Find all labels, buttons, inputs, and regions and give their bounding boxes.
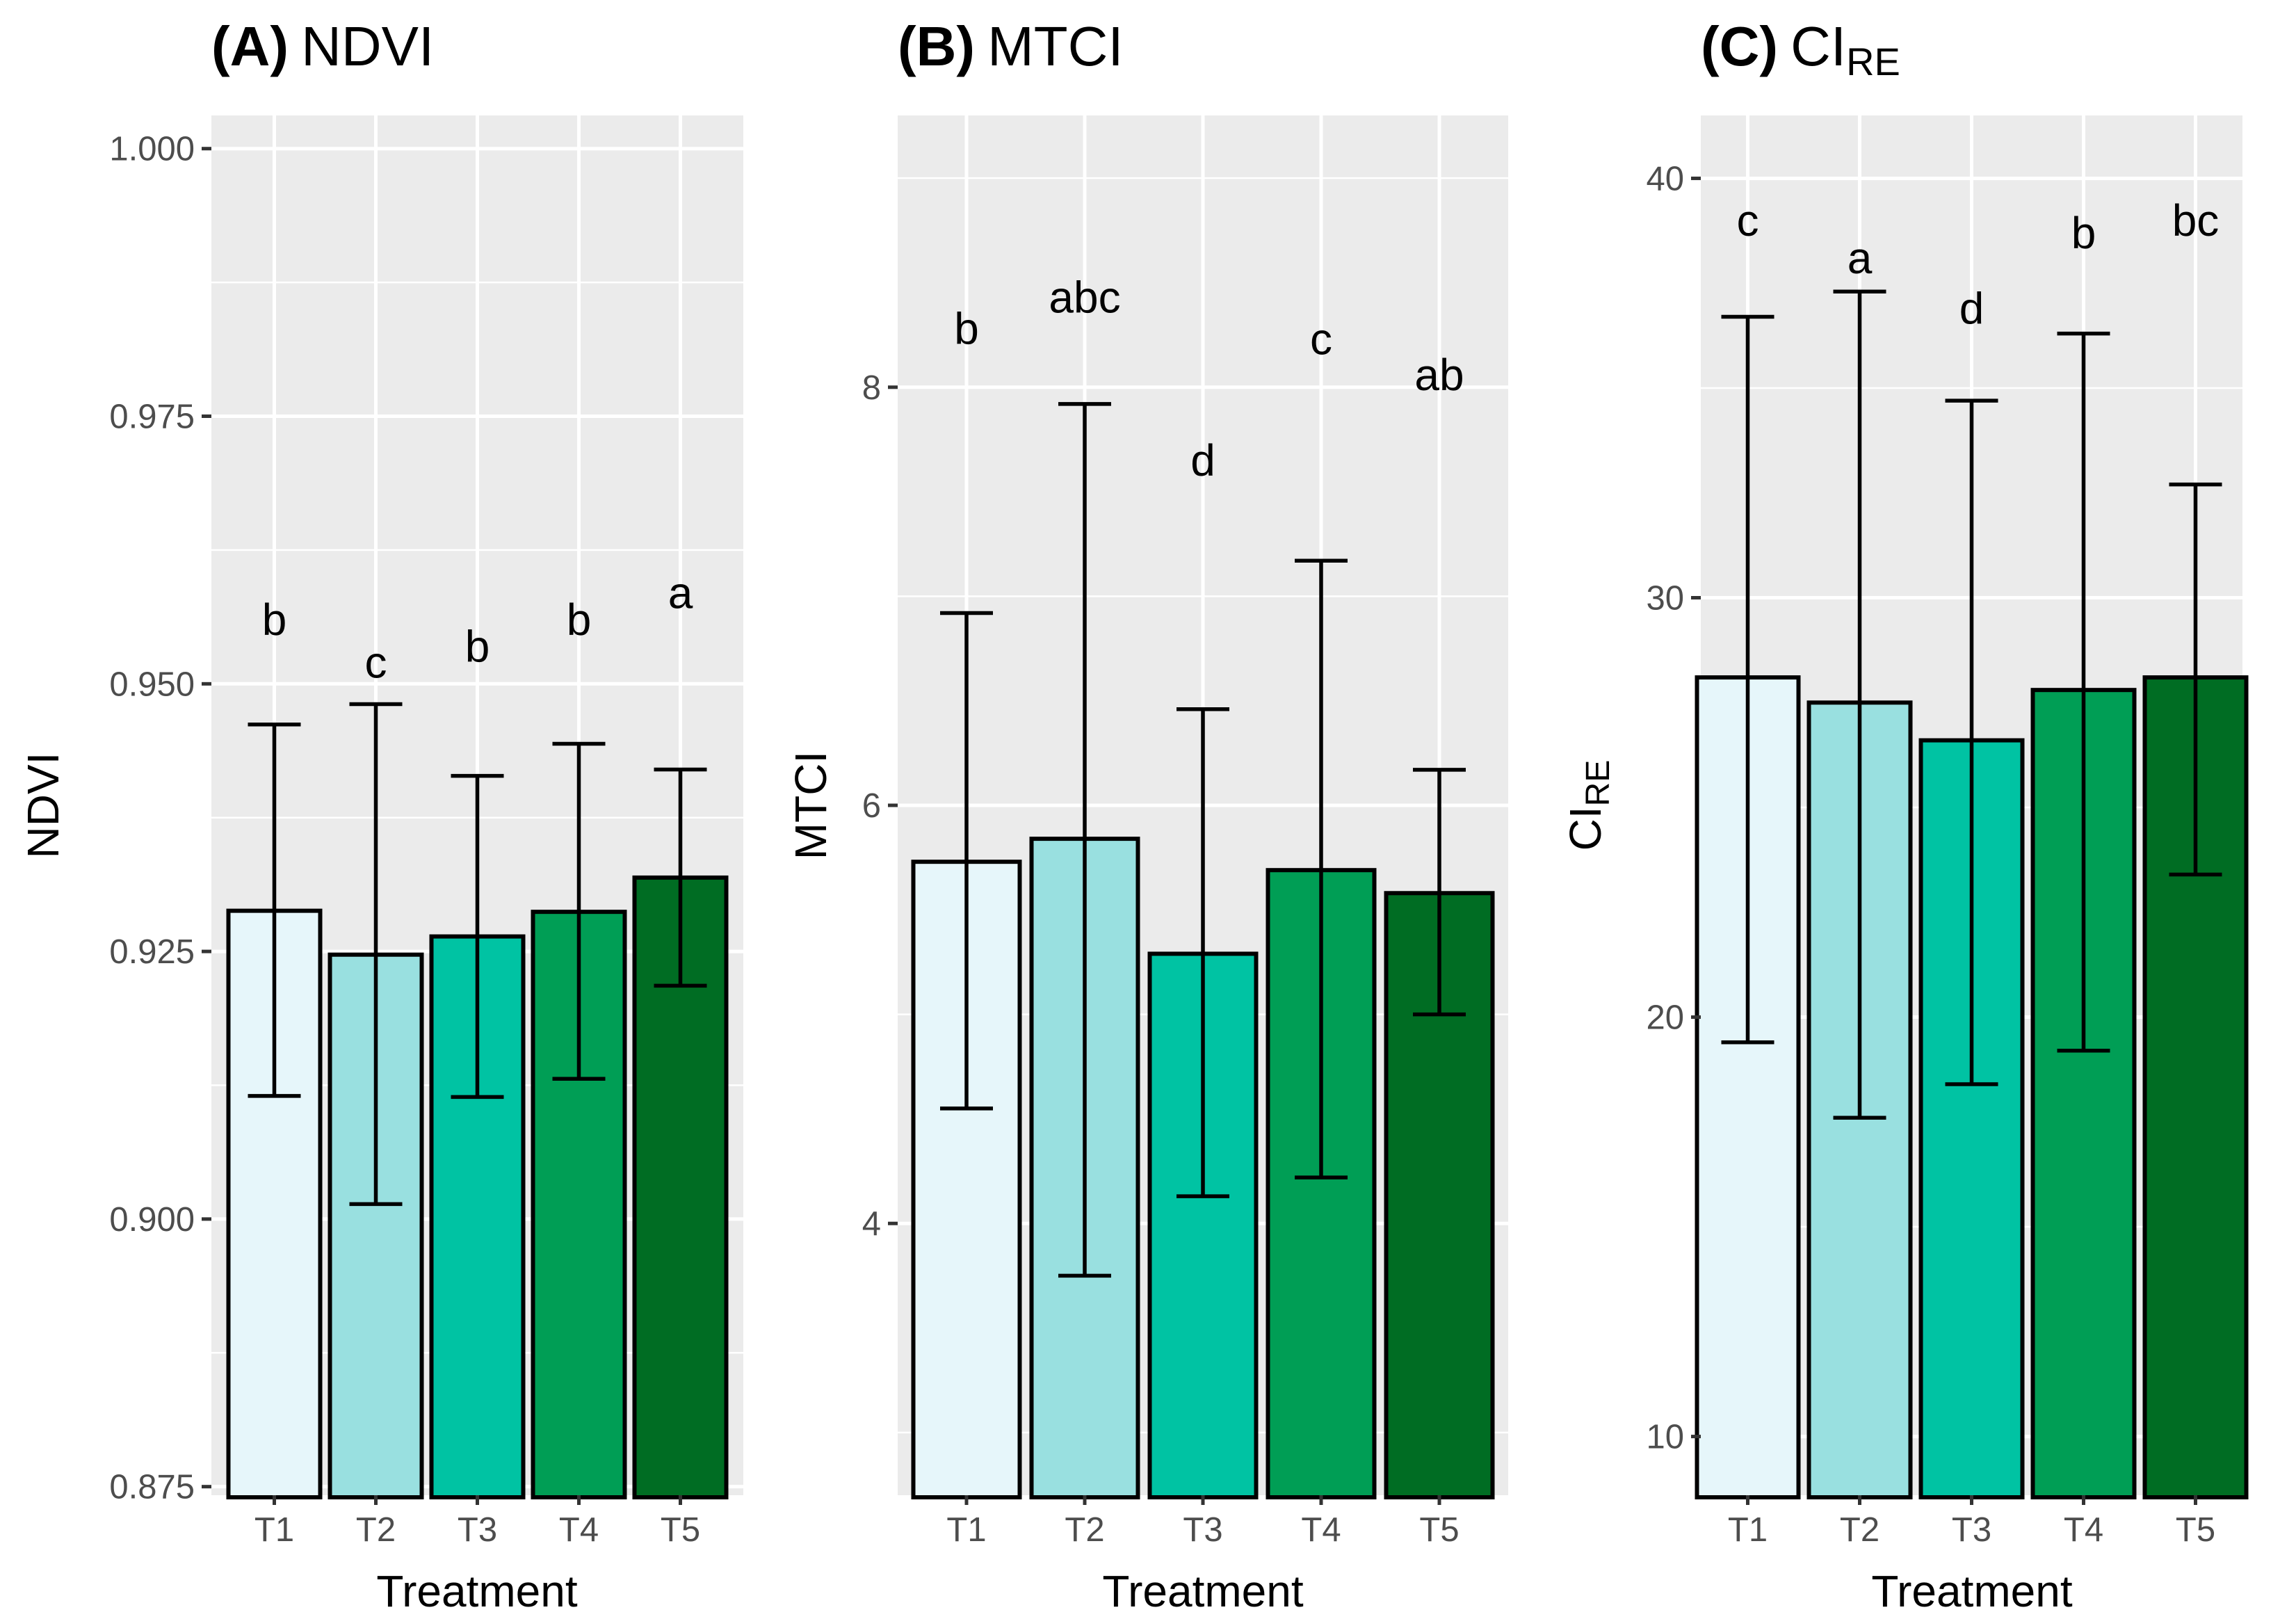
panel-c-error-bar-t3 bbox=[1945, 398, 1998, 1086]
panel-c-x-tick-label-t4: T4 bbox=[2064, 1511, 2103, 1549]
panel-c-y-axis-title-subscript: RE bbox=[1580, 760, 1617, 807]
panel-c-x-axis-title: Treatment bbox=[1871, 1566, 2073, 1616]
panel-a-title: (A) NDVI bbox=[211, 15, 434, 77]
panel-c-x-tick-label-t3: T3 bbox=[1952, 1511, 1991, 1549]
panel-a-error-bar-t4 bbox=[552, 741, 606, 1081]
panel-b-significance-t4: c bbox=[1310, 314, 1332, 364]
panel-c-y-tick-label: 40 bbox=[1646, 160, 1684, 198]
panel-c-significance-t1: c bbox=[1737, 195, 1759, 245]
panel-c-error-bar-t2 bbox=[1833, 289, 1886, 1120]
panel-b-error-bars bbox=[940, 402, 1466, 1278]
panel-a-y-tick-label: 0.975 bbox=[109, 398, 195, 436]
panel-b-error-bar-t1 bbox=[940, 611, 993, 1111]
panel-b-y-axis-title: MTCI bbox=[786, 751, 836, 860]
panel-c-title-text: CI bbox=[1790, 15, 1846, 77]
panel-c-title-subscript: RE bbox=[1846, 40, 1900, 83]
panel-a-significance-t1: b bbox=[262, 595, 287, 645]
panel-b-significance-t5: ab bbox=[1414, 350, 1464, 400]
panel-c-significance-t3: d bbox=[1959, 283, 1984, 333]
panel-b-x-axis-title: Treatment bbox=[1102, 1566, 1304, 1616]
panel-b-title: (B) MTCI bbox=[898, 15, 1124, 77]
panel-a-y-axis-title: NDVI bbox=[18, 752, 68, 859]
panel-c-x-tick-label-t2: T2 bbox=[1840, 1511, 1879, 1549]
panel-c-x-axis: T1 T2 T3 T4 T5 bbox=[1728, 1495, 2215, 1549]
panel-a-error-bar-t5 bbox=[654, 767, 707, 988]
panel-a-significance-t3: b bbox=[465, 621, 490, 671]
panel-a-significance-t4: b bbox=[567, 595, 592, 645]
panel-a-y-tick-label: 0.900 bbox=[109, 1201, 195, 1239]
panel-b-x-axis: T1 T2 T3 T4 T5 bbox=[946, 1495, 1460, 1549]
panel-b-x-tick-label-t5: T5 bbox=[1419, 1511, 1459, 1549]
panel-b-y-tick-label: 6 bbox=[862, 787, 881, 825]
panel-a-y-axis: 0.875 0.900 0.925 0.950 0.975 1.000 bbox=[109, 131, 211, 1506]
panel-b-title-text: MTCI bbox=[987, 15, 1124, 77]
panel-c-error-bar-t5 bbox=[2169, 482, 2222, 877]
panel-b-significance-letters: b abc d c ab bbox=[954, 273, 1464, 485]
panel-b-x-tick-label-t4: T4 bbox=[1301, 1511, 1341, 1549]
panel-b-y-axis: 4 6 8 bbox=[862, 369, 898, 1243]
panel-c-error-bars bbox=[1721, 289, 2222, 1120]
panel-b-significance-t3: d bbox=[1190, 435, 1215, 485]
panel-c-x-tick-label-t1: T1 bbox=[1728, 1511, 1768, 1549]
panel-b-x-tick-label-t2: T2 bbox=[1065, 1511, 1104, 1549]
panel-c-label: (C) bbox=[1701, 15, 1778, 77]
panel-c-y-tick-label: 30 bbox=[1646, 579, 1684, 617]
panel-a-y-axis-title-main: NDVI bbox=[18, 752, 68, 859]
panel-a-x-tick-label-t1: T1 bbox=[254, 1511, 294, 1549]
panel-c-title: (C) CIRE bbox=[1701, 15, 1900, 83]
panel-b-y-axis-title-main: MTCI bbox=[786, 751, 836, 860]
panel-c-significance-t2: a bbox=[1848, 233, 1873, 283]
panel-a-error-bar-t2 bbox=[349, 702, 403, 1207]
panel-b-error-bar-t3 bbox=[1177, 707, 1229, 1198]
panel-a-title-text: NDVI bbox=[301, 15, 434, 77]
panel-a-error-bars bbox=[248, 702, 707, 1207]
panel-b-y-tick-label: 8 bbox=[862, 369, 881, 407]
panel-a-y-tick-label: 0.875 bbox=[109, 1469, 195, 1506]
panel-c-y-axis-title: CIRE bbox=[1560, 760, 1617, 851]
panel-c-y-tick-label: 10 bbox=[1646, 1419, 1684, 1456]
panel-b-error-bar-t4 bbox=[1295, 558, 1348, 1179]
panel-c-error-bar-t1 bbox=[1721, 314, 1774, 1045]
panel-c-significance-letters: c a d b bc bbox=[1737, 195, 2220, 334]
panel-a-x-tick-label-t2: T2 bbox=[356, 1511, 396, 1549]
panel-a-label: (A) bbox=[211, 15, 289, 77]
panel-a-significance-t2: c bbox=[365, 638, 387, 688]
panel-a-significance-t5: a bbox=[668, 567, 693, 618]
panel-c-significance-t5: bc bbox=[2172, 195, 2220, 245]
panel-a-x-axis: T1 T2 T3 T4 T5 bbox=[254, 1495, 700, 1549]
panel-c-y-axis: 10 20 30 40 bbox=[1646, 160, 1701, 1456]
panel-c-x-tick-label-t5: T5 bbox=[2176, 1511, 2215, 1549]
panel-b-x-tick-label-t3: T3 bbox=[1183, 1511, 1222, 1549]
panel-b-y-tick-label: 4 bbox=[862, 1205, 881, 1243]
panel-b-error-bar-t2 bbox=[1058, 402, 1111, 1278]
panel-b-label: (B) bbox=[898, 15, 975, 77]
panel-c-y-tick-label: 20 bbox=[1646, 999, 1684, 1037]
panel-a-x-tick-label-t4: T4 bbox=[559, 1511, 599, 1549]
panel-b-error-bar-t5 bbox=[1413, 768, 1466, 1017]
panel-c-error-bar-t4 bbox=[2057, 331, 2110, 1053]
panel-a-significance-letters: b c b b a bbox=[262, 567, 693, 687]
panel-a-x-tick-label-t3: T3 bbox=[458, 1511, 497, 1549]
panel-c-y-axis-title-main: CI bbox=[1560, 806, 1610, 851]
panel-a-y-tick-label: 1.000 bbox=[109, 131, 195, 168]
panel-a-error-bar-t1 bbox=[248, 723, 301, 1098]
panel-b-x-tick-label-t1: T1 bbox=[946, 1511, 986, 1549]
panel-a-y-tick-label: 0.950 bbox=[109, 666, 195, 703]
panel-a-y-tick-label: 0.925 bbox=[109, 933, 195, 971]
panel-a-x-tick-label-t5: T5 bbox=[661, 1511, 700, 1549]
panel-a-error-bar-t3 bbox=[451, 773, 504, 1100]
panel-a-x-axis-title: Treatment bbox=[376, 1566, 578, 1616]
panel-b-significance-t1: b bbox=[954, 304, 979, 354]
panel-c-significance-t4: b bbox=[2071, 208, 2096, 258]
panel-b-significance-t2: abc bbox=[1049, 273, 1120, 323]
